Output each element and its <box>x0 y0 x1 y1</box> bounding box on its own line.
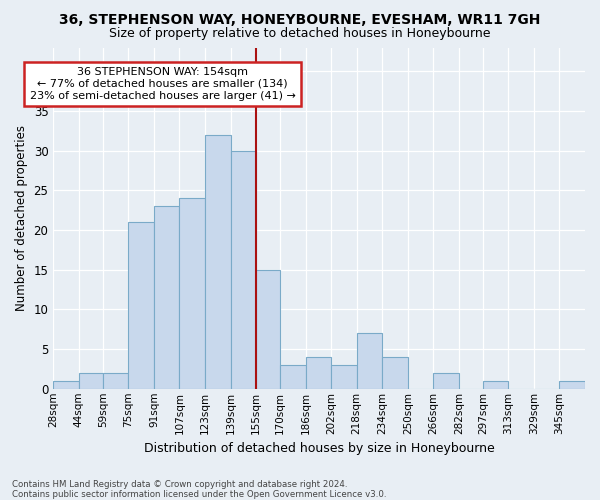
Bar <box>128 222 154 389</box>
Text: Size of property relative to detached houses in Honeybourne: Size of property relative to detached ho… <box>109 28 491 40</box>
Text: 36, STEPHENSON WAY, HONEYBOURNE, EVESHAM, WR11 7GH: 36, STEPHENSON WAY, HONEYBOURNE, EVESHAM… <box>59 12 541 26</box>
Text: Contains HM Land Registry data © Crown copyright and database right 2024.: Contains HM Land Registry data © Crown c… <box>12 480 347 489</box>
Bar <box>205 135 230 389</box>
Bar <box>154 206 179 389</box>
Bar <box>382 357 408 389</box>
Bar <box>53 381 79 389</box>
Bar <box>356 333 382 389</box>
Bar <box>280 365 305 389</box>
Bar <box>433 373 459 389</box>
Bar <box>230 150 256 389</box>
Bar <box>256 270 280 389</box>
Text: 36 STEPHENSON WAY: 154sqm
← 77% of detached houses are smaller (134)
23% of semi: 36 STEPHENSON WAY: 154sqm ← 77% of detac… <box>30 68 296 100</box>
Y-axis label: Number of detached properties: Number of detached properties <box>15 125 28 311</box>
Bar <box>483 381 508 389</box>
Bar <box>331 365 356 389</box>
Bar <box>305 357 331 389</box>
Bar <box>103 373 128 389</box>
Text: Contains public sector information licensed under the Open Government Licence v3: Contains public sector information licen… <box>12 490 386 499</box>
Bar <box>179 198 205 389</box>
X-axis label: Distribution of detached houses by size in Honeybourne: Distribution of detached houses by size … <box>144 442 494 455</box>
Bar <box>79 373 103 389</box>
Bar <box>559 381 585 389</box>
